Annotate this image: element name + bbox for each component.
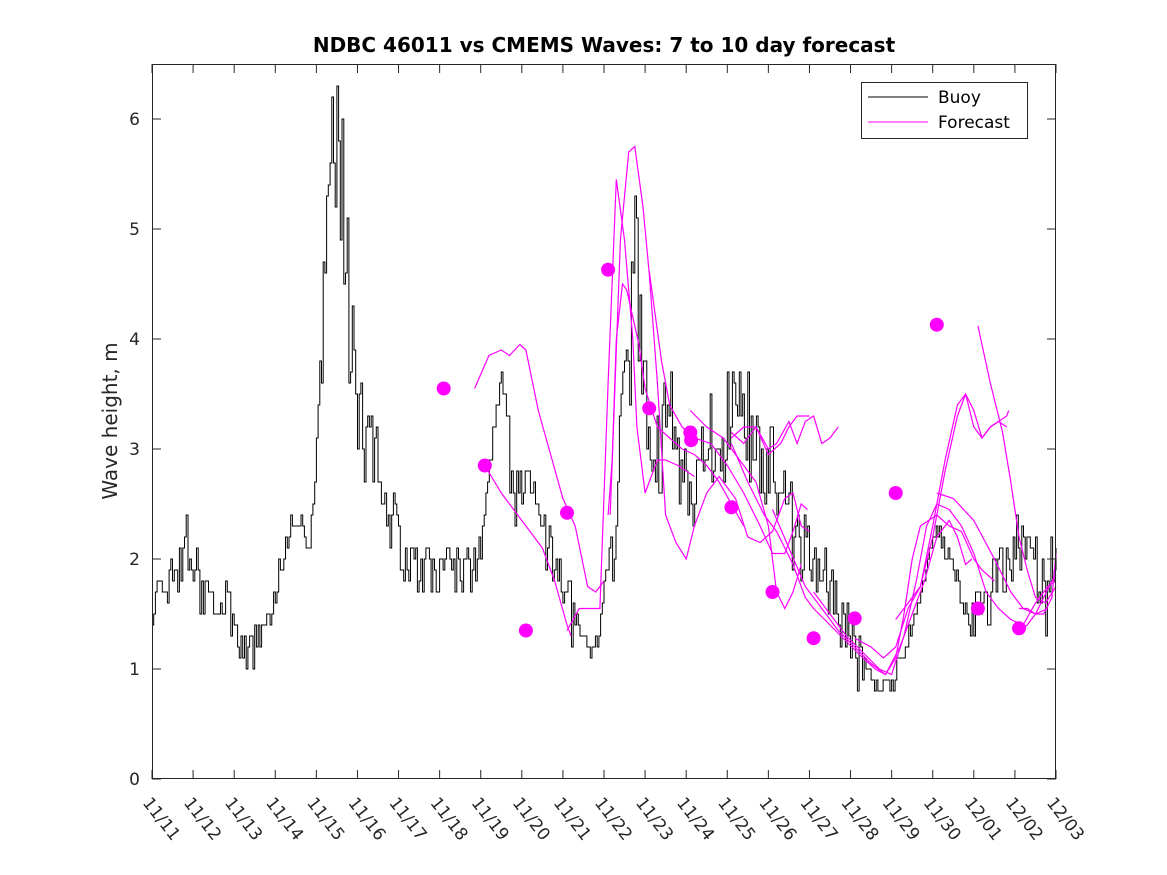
forecast-marker [560, 505, 574, 520]
forecast-line-run-11/24 [689, 410, 802, 610]
forecast-line-run-11/28 [771, 509, 995, 676]
forecast-line-run-11/23 [648, 270, 808, 555]
forecast-line-run-12/05 [1018, 575, 1057, 631]
forecast-marker [477, 458, 492, 473]
plot-area [152, 64, 1056, 779]
forecast-marker [888, 486, 903, 500]
y-tick-label: 4 [129, 330, 140, 350]
y-tick-label: 5 [129, 220, 140, 240]
legend-box [861, 82, 1028, 139]
y-tick-label: 3 [129, 440, 140, 460]
legend-forecast-label: Forecast [938, 113, 1010, 133]
forecast-marker [684, 433, 699, 448]
forecast-line-run-11/25 [731, 415, 839, 450]
forecast-marker [1012, 621, 1026, 636]
forecast-line-run-11/22 [609, 145, 810, 561]
forecast-series-group [474, 145, 1057, 676]
forecast-marker [518, 623, 533, 638]
forecast-marker [970, 601, 985, 616]
forecast-marker [765, 585, 780, 599]
y-tick-label: 6 [129, 110, 140, 130]
forecast-marker [724, 500, 739, 515]
y-axis: 0 1 2 3 4 5 6 [129, 110, 1056, 790]
forecast-line-run-11/20 [566, 179, 695, 631]
buoy-line [152, 85, 1057, 692]
forecast-marker [806, 631, 821, 646]
forecast-marker [929, 317, 944, 332]
forecast-line-run-11/27 [730, 443, 973, 676]
forecast-marker [436, 381, 451, 396]
legend-buoy-label: Buoy [938, 88, 981, 108]
legend: Buoy Forecast [861, 82, 1028, 139]
forecast-marker [601, 262, 616, 277]
forecast-line-run-11/19 [484, 465, 572, 637]
forecast-line-run-11/26 [731, 415, 810, 456]
forecast-line-run-11/18 [474, 343, 605, 593]
y-tick-label: 0 [129, 770, 140, 790]
forecast-marker [642, 401, 657, 416]
forecast-marker [847, 611, 862, 626]
y-tick-label: 2 [129, 550, 140, 570]
forecast-line-run-12/04 [1019, 553, 1057, 615]
buoy-series [152, 85, 1057, 692]
forecast-markers [436, 262, 1026, 646]
y-tick-label: 1 [129, 660, 140, 680]
forecast-line-run-12/01 [895, 392, 1010, 620]
y-axis-label: Wave height, m [98, 342, 122, 499]
chart-title: NDBC 46011 vs CMEMS Waves: 7 to 10 day f… [313, 33, 896, 57]
